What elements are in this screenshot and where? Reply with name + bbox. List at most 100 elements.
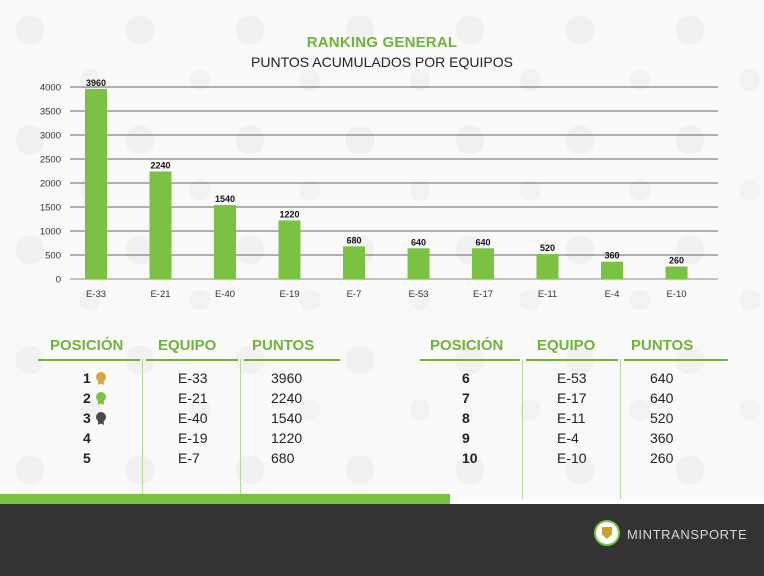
bar [601, 261, 623, 279]
chart-subtitle: PUNTOS ACUMULADOS POR EQUIPOS [251, 54, 513, 70]
column-divider [522, 359, 523, 499]
y-tick-label: 3000 [40, 131, 61, 142]
x-tick-label: E-4 [605, 289, 620, 300]
y-tick-label: 2000 [40, 179, 61, 190]
medal-icon [95, 372, 107, 385]
x-tick-label: E-17 [473, 289, 493, 300]
data-label: 680 [346, 235, 361, 245]
position-cell: 8 [462, 410, 470, 426]
team-cell: E-17 [557, 390, 587, 406]
header-posicion: POSICIÓN [430, 337, 504, 354]
colombia-coat-of-arms-icon [594, 520, 620, 546]
y-tick-label: 4000 [40, 83, 61, 94]
position-cell: 9 [462, 430, 470, 446]
data-label: 1540 [215, 194, 235, 204]
header-underline [624, 359, 728, 361]
position-number: 10 [462, 450, 478, 466]
data-label: 1220 [279, 209, 299, 219]
x-tick-label: E-33 [86, 289, 106, 300]
y-tick-label: 500 [45, 251, 61, 262]
x-tick-label: E-7 [347, 289, 362, 300]
data-label: 3960 [86, 78, 106, 88]
x-tick-label: E-10 [666, 289, 686, 300]
y-tick-label: 1500 [40, 203, 61, 214]
bar [85, 88, 107, 279]
bar [343, 246, 365, 279]
data-label: 260 [669, 256, 684, 266]
bar [214, 205, 236, 279]
team-cell: E-21 [178, 390, 208, 406]
points-cell: 640 [650, 370, 674, 386]
header-equipo: EQUIPO [537, 337, 596, 354]
bar [536, 254, 559, 279]
accent-band [0, 494, 450, 504]
data-label: 640 [411, 237, 426, 247]
position-number: 5 [83, 450, 91, 466]
team-cell: E-7 [178, 450, 200, 466]
data-label: 520 [540, 243, 555, 253]
position-cell: 6 [462, 370, 470, 386]
points-cell: 3960 [271, 370, 303, 386]
data-label: 640 [475, 237, 490, 247]
team-cell: E-4 [557, 430, 579, 446]
header-underline [38, 359, 140, 361]
bar [665, 266, 688, 279]
position-cell: 10 [462, 450, 478, 466]
x-tick-label: E-11 [538, 289, 557, 300]
position-number: 7 [462, 390, 470, 406]
position-number: 4 [83, 430, 91, 446]
header-underline [420, 359, 520, 361]
position-number: 8 [462, 410, 470, 426]
position-number: 6 [462, 370, 470, 386]
points-cell: 260 [650, 450, 674, 466]
points-cell: 680 [271, 450, 295, 466]
team-cell: E-11 [557, 410, 586, 426]
y-tick-label: 0 [56, 275, 61, 286]
team-cell: E-40 [178, 410, 208, 426]
footer-brand: MINTRANSPORTE [627, 527, 748, 542]
footer-bar [0, 504, 764, 576]
position-cell: 5 [83, 450, 91, 466]
y-tick-label: 1000 [40, 227, 61, 238]
data-label: 2240 [150, 160, 170, 170]
header-puntos: PUNTOS [631, 337, 694, 354]
bar [407, 248, 430, 279]
x-tick-label: E-40 [215, 289, 235, 300]
points-cell: 520 [650, 410, 674, 426]
position-cell: 4 [83, 430, 91, 446]
team-cell: E-10 [557, 450, 587, 466]
team-cell: E-33 [178, 370, 208, 386]
team-cell: E-53 [557, 370, 587, 386]
header-equipo: EQUIPO [158, 337, 217, 354]
chart-title: RANKING GENERAL [306, 34, 458, 51]
points-cell: 1220 [271, 430, 303, 446]
data-label: 360 [604, 251, 619, 261]
header-puntos: PUNTOS [252, 337, 315, 354]
medal-icon [95, 412, 107, 425]
position-number: 3 [83, 410, 91, 426]
trophy-background-pattern [0, 0, 764, 500]
header-underline [526, 359, 618, 361]
points-cell: 360 [650, 430, 674, 446]
y-tick-label: 3500 [40, 107, 61, 118]
header-underline [146, 359, 238, 361]
column-divider [142, 359, 143, 499]
points-cell: 1540 [271, 410, 303, 426]
bar [149, 171, 172, 279]
header-posicion: POSICIÓN [50, 337, 124, 354]
points-cell: 2240 [271, 390, 303, 406]
column-divider [620, 359, 621, 499]
position-number: 1 [83, 370, 91, 386]
bar-chart: 0 500 1000 1500 2000 2500 3000 3500 4000 3960 E-33… [40, 78, 718, 300]
position-cell: 3 [83, 410, 107, 426]
team-cell: E-19 [178, 430, 208, 446]
bar [278, 220, 301, 279]
x-tick-label: E-19 [279, 289, 299, 300]
medal-icon [95, 392, 107, 405]
position-cell: 2 [83, 390, 107, 406]
x-tick-label: E-21 [150, 289, 170, 300]
bar [472, 248, 494, 279]
header-underline [244, 359, 340, 361]
y-tick-label: 2500 [40, 155, 61, 166]
points-cell: 640 [650, 390, 674, 406]
